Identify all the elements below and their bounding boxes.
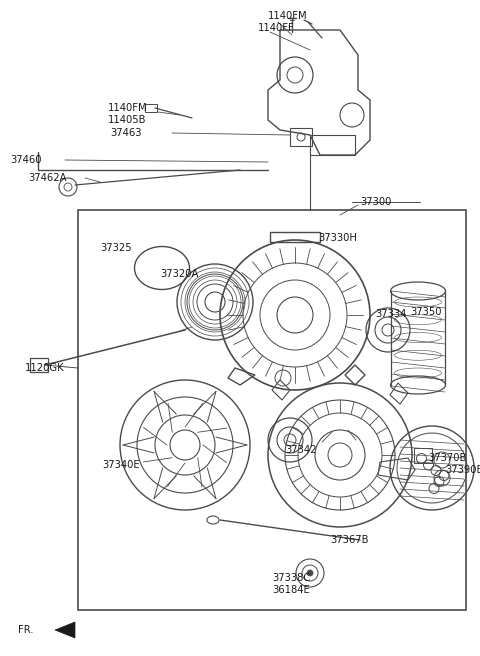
Text: 37300: 37300 [360, 197, 391, 207]
Text: 37330H: 37330H [318, 233, 357, 243]
Text: 37342: 37342 [285, 445, 316, 455]
Polygon shape [55, 622, 75, 638]
Text: 37325: 37325 [100, 243, 132, 253]
Text: 37370B: 37370B [428, 453, 467, 463]
Bar [30, 358, 48, 372]
Text: 37390B: 37390B [445, 465, 480, 475]
Text: 1120GK: 1120GK [25, 363, 65, 373]
Text: 37462A: 37462A [28, 173, 67, 183]
Text: 36184E: 36184E [272, 585, 310, 595]
Circle shape [307, 570, 313, 576]
Text: 1140FF: 1140FF [258, 23, 295, 33]
Text: 37340E: 37340E [102, 460, 140, 470]
Text: 37334: 37334 [375, 309, 407, 319]
Text: FR.: FR. [18, 625, 34, 635]
Bar [414, 448, 432, 463]
Bar [290, 128, 312, 146]
Bar [78, 210, 466, 610]
Text: 37320A: 37320A [160, 269, 198, 279]
Text: 11405B: 11405B [108, 115, 146, 125]
Text: 37460: 37460 [10, 155, 41, 165]
Text: 37463: 37463 [110, 128, 142, 138]
Text: 37367B: 37367B [330, 535, 369, 545]
Text: 37350: 37350 [410, 307, 442, 317]
Bar [145, 104, 157, 112]
Text: 37338C: 37338C [272, 573, 310, 583]
Text: 1140FM: 1140FM [108, 103, 148, 113]
Text: 1140FM: 1140FM [268, 11, 308, 21]
